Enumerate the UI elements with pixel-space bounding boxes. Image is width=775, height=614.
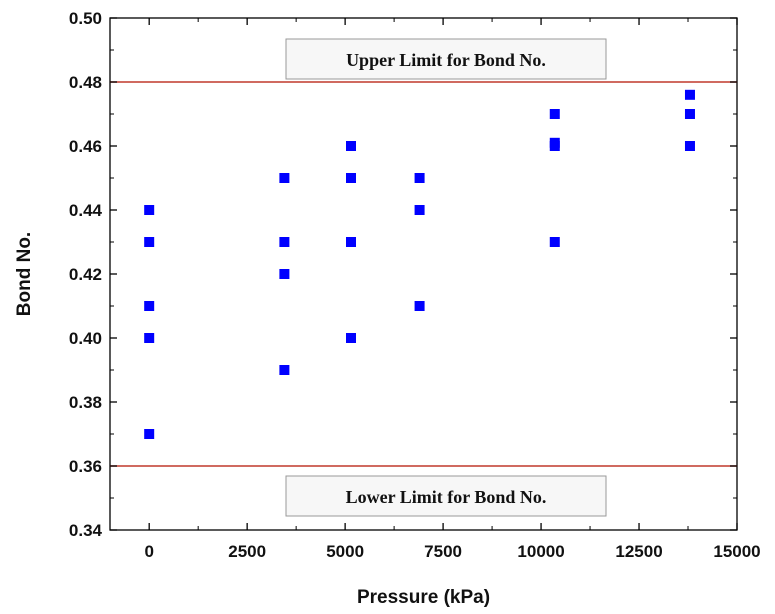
y-tick-label: 0.36 — [69, 457, 102, 476]
data-point — [549, 141, 560, 151]
data-point — [684, 109, 695, 119]
upper-limit-label-box — [285, 38, 607, 80]
data-point — [549, 237, 560, 247]
data-point — [279, 269, 290, 279]
data-point — [684, 141, 695, 151]
data-point — [684, 89, 695, 100]
y-tick-label: 0.34 — [69, 521, 103, 540]
y-tick-label: 0.48 — [69, 73, 102, 92]
data-point — [279, 365, 290, 375]
data-point — [414, 205, 425, 215]
data-point — [144, 429, 155, 439]
data-point — [414, 173, 425, 183]
upper-limit-label: Upper Limit for Bond No. — [346, 50, 546, 70]
y-tick-label: 0.40 — [69, 329, 102, 348]
data-point — [346, 173, 357, 183]
data-point — [346, 237, 357, 247]
y-tick-label: 0.38 — [69, 393, 102, 412]
lower-limit-label-box — [285, 475, 607, 517]
x-tick-label: 5000 — [326, 542, 364, 561]
x-tick-label: 7500 — [424, 542, 462, 561]
data-point — [549, 109, 560, 119]
data-point — [414, 301, 425, 311]
x-tick-label: 10000 — [517, 542, 564, 561]
x-tick-label: 2500 — [228, 542, 266, 561]
x-tick-label: 15000 — [713, 542, 760, 561]
x-tick-label: 0 — [144, 542, 153, 561]
y-tick-label: 0.46 — [69, 137, 102, 156]
data-point — [144, 301, 155, 311]
data-point — [346, 141, 357, 151]
y-tick-label: 0.42 — [69, 265, 102, 284]
y-tick-label: 0.44 — [69, 201, 103, 220]
data-point — [144, 333, 155, 343]
lower-limit-label: Lower Limit for Bond No. — [346, 487, 547, 507]
data-point — [279, 173, 290, 183]
data-point — [279, 237, 290, 247]
data-point — [144, 237, 155, 247]
plot-area-frame — [109, 17, 738, 531]
x-axis-title: Pressure (kPa) — [357, 587, 490, 608]
y-axis-title: Bond No. — [14, 232, 35, 316]
data-point — [144, 205, 155, 215]
y-tick-label: 0.50 — [69, 9, 102, 28]
x-tick-label: 12500 — [615, 542, 662, 561]
data-point — [346, 333, 357, 343]
